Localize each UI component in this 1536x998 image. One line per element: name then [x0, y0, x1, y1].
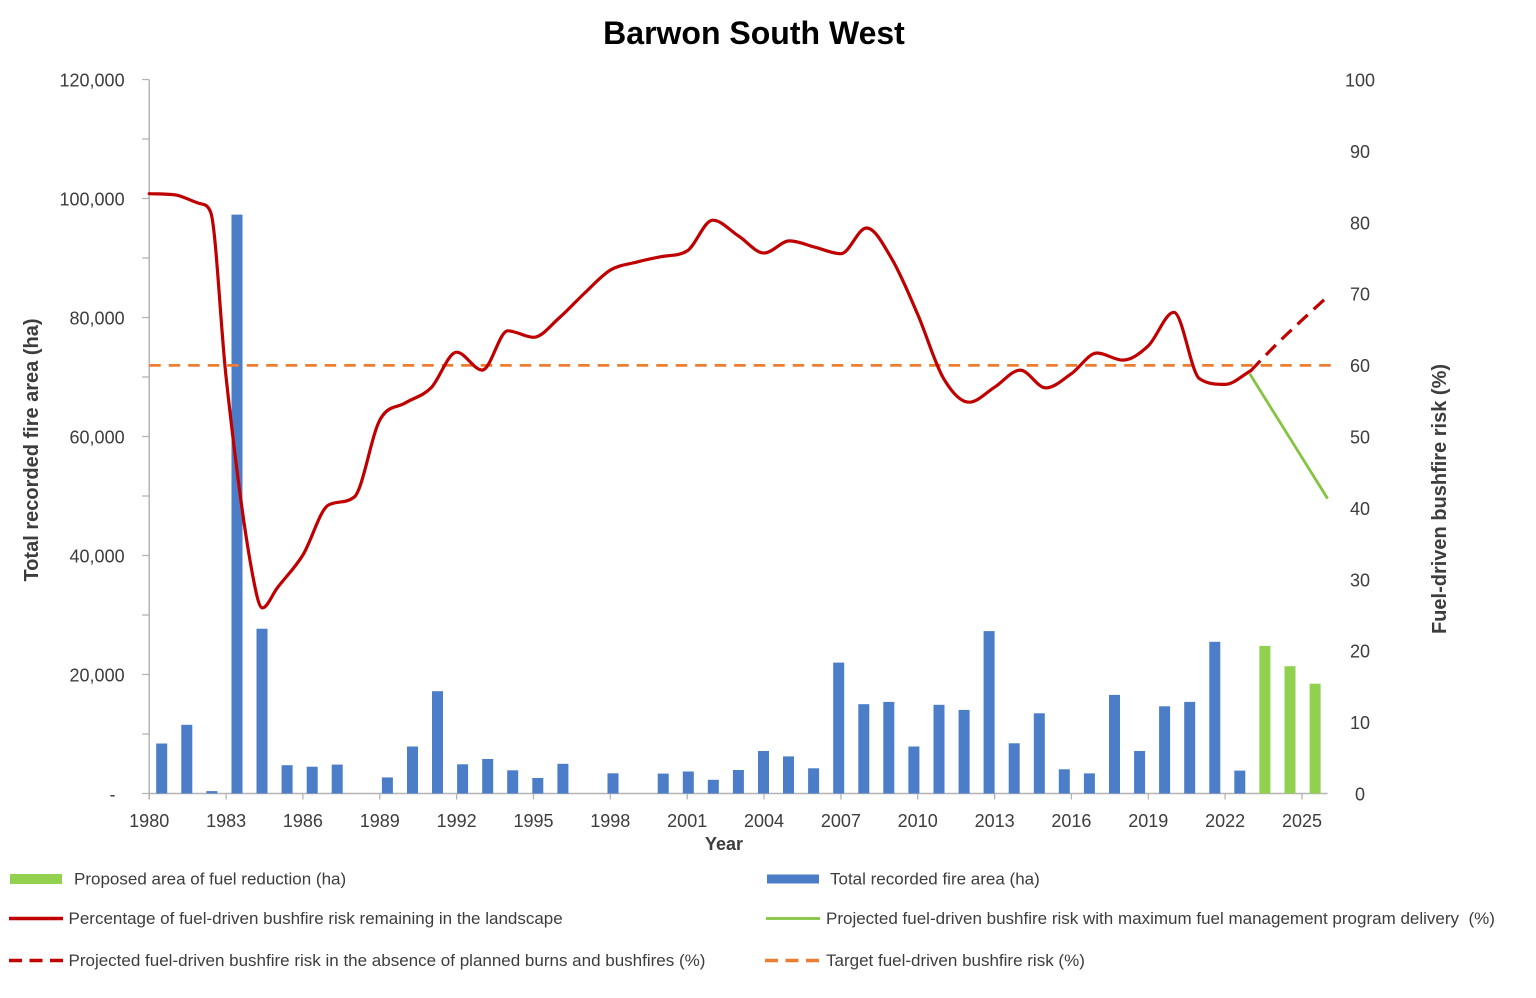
- svg-text:0: 0: [1355, 785, 1365, 805]
- svg-text:1980: 1980: [129, 811, 169, 831]
- svg-text:2013: 2013: [975, 811, 1015, 831]
- svg-text:Fuel-driven bushfire risk (%): Fuel-driven bushfire risk (%): [1429, 364, 1451, 634]
- svg-text:2025: 2025: [1282, 811, 1322, 831]
- svg-text:60: 60: [1350, 356, 1370, 376]
- svg-text:1995: 1995: [513, 811, 553, 831]
- svg-text:20,000: 20,000: [70, 666, 125, 686]
- svg-text:Projected fuel-driven bushfire: Projected fuel-driven bushfire risk in t…: [69, 951, 706, 970]
- svg-text:10: 10: [1350, 713, 1370, 733]
- svg-text:1983: 1983: [206, 811, 246, 831]
- svg-text:2004: 2004: [744, 811, 784, 831]
- svg-text:1989: 1989: [360, 811, 400, 831]
- svg-text:Target fuel-driven bushfire ri: Target fuel-driven bushfire risk (%): [826, 951, 1085, 970]
- svg-text:90: 90: [1350, 142, 1370, 162]
- svg-text:Year: Year: [705, 834, 743, 854]
- svg-text:120,000: 120,000: [60, 71, 125, 91]
- svg-text:100: 100: [1345, 71, 1375, 91]
- svg-text:50: 50: [1350, 428, 1370, 448]
- svg-text:70: 70: [1350, 285, 1370, 305]
- svg-text:60,000: 60,000: [70, 428, 125, 448]
- svg-text:2001: 2001: [667, 811, 707, 831]
- svg-text:Total recorded fire area (ha): Total recorded fire area (ha): [21, 318, 43, 581]
- svg-text:2016: 2016: [1051, 811, 1091, 831]
- svg-text:1986: 1986: [283, 811, 323, 831]
- svg-text:2019: 2019: [1128, 811, 1168, 831]
- svg-text:40: 40: [1350, 499, 1370, 519]
- svg-text:Total recorded fire area (ha): Total recorded fire area (ha): [830, 870, 1040, 889]
- svg-text:40,000: 40,000: [70, 547, 125, 567]
- svg-text:Percentage of fuel-driven bush: Percentage of fuel-driven bushfire risk …: [69, 909, 563, 928]
- svg-text:2022: 2022: [1205, 811, 1245, 831]
- svg-text:Barwon South West: Barwon South West: [603, 15, 905, 51]
- svg-text:1992: 1992: [437, 811, 477, 831]
- svg-text:80,000: 80,000: [70, 309, 125, 329]
- svg-text:2007: 2007: [821, 811, 861, 831]
- svg-text:-: -: [110, 785, 116, 805]
- svg-text:1998: 1998: [590, 811, 630, 831]
- svg-text:20: 20: [1350, 642, 1370, 662]
- svg-text:30: 30: [1350, 570, 1370, 590]
- svg-text:2010: 2010: [898, 811, 938, 831]
- svg-text:100,000: 100,000: [60, 190, 125, 210]
- svg-text:80: 80: [1350, 213, 1370, 233]
- svg-text:Projected fuel-driven bushfire: Projected fuel-driven bushfire risk with…: [826, 909, 1495, 928]
- svg-text:Proposed area of fuel reductio: Proposed area of fuel reduction (ha): [74, 870, 346, 889]
